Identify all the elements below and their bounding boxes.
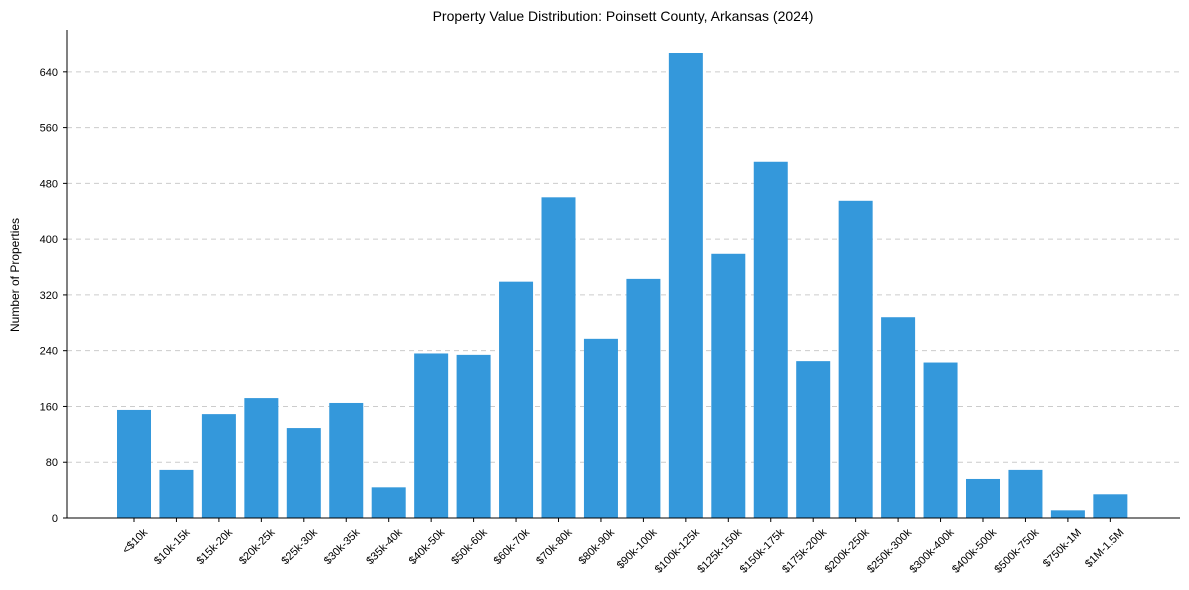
bar (668, 53, 703, 519)
chart-title: Property Value Distribution: Poinsett Co… (433, 8, 814, 24)
bar (541, 197, 576, 519)
bar-layer (117, 53, 1128, 519)
bar (881, 317, 916, 518)
x-tick-label: $250k-300k (865, 526, 914, 575)
bar (117, 409, 151, 518)
bar (1008, 469, 1043, 518)
x-tick-label: $90k-100k (615, 526, 660, 571)
y-tick-label: 640 (40, 67, 58, 79)
bar (244, 398, 279, 518)
x-tick-label: $70k-80k (534, 526, 575, 567)
bar (1093, 494, 1128, 518)
bar (499, 281, 534, 518)
bar (159, 469, 194, 518)
bar (414, 353, 449, 518)
y-tick-label: 320 (40, 290, 58, 302)
x-tick-label: $80k-90k (577, 526, 618, 567)
x-tick-label: $20k-25k (237, 526, 278, 567)
y-tick-label: 560 (40, 123, 58, 135)
bar (286, 428, 321, 518)
bar (796, 361, 831, 518)
bar (456, 354, 491, 518)
x-tick-label: $10k-15k (152, 526, 193, 567)
bar (711, 253, 746, 519)
x-tick-label: $100k-125k (653, 526, 702, 575)
x-tick-label: $60k-70k (492, 526, 533, 567)
y-axis-label: Number of Properties (8, 218, 22, 332)
x-tick-label: $30k-35k (322, 526, 363, 567)
bar (923, 362, 958, 518)
bar (201, 414, 236, 518)
bar (329, 402, 364, 518)
x-tick-layer: <$10k $10k-15k $15k-20k $20k-25k $25k-30k $30… (120, 518, 1126, 576)
bar (838, 200, 873, 519)
x-tick-label: <$10k (120, 526, 150, 556)
x-tick-label: $300k-400k (908, 526, 957, 575)
x-tick-label: $500k-750k (992, 526, 1041, 575)
y-tick-label: 160 (40, 401, 58, 413)
x-tick-label: $40k-50k (407, 526, 448, 567)
bar (371, 487, 406, 518)
x-tick-label: $150k-175k (738, 526, 787, 575)
bar (966, 478, 1000, 518)
y-tick-label: 400 (40, 234, 58, 246)
x-tick-label: $175k-200k (780, 526, 829, 575)
x-tick-label: $125k-150k (695, 526, 744, 575)
axis-layer (66, 30, 1180, 519)
bar (626, 278, 661, 518)
x-tick-label: $35k-40k (364, 526, 405, 567)
x-tick-label: $25k-30k (279, 526, 320, 567)
x-tick-label: $750k-1M (1041, 527, 1084, 570)
x-tick-label: $200k-250k (823, 526, 872, 575)
y-tick-label: 0 (52, 513, 58, 525)
x-tick-label: $1M-1.5M (1083, 527, 1127, 571)
bar (753, 161, 788, 518)
x-tick-label: $50k-60k (449, 526, 490, 567)
y-tick-label: 240 (40, 346, 58, 358)
bar (583, 338, 618, 518)
y-tick-layer: 0 80 160 240 320 400 480 560 640 (40, 67, 67, 525)
x-tick-label: $400k-500k (950, 526, 999, 575)
bar (1050, 510, 1085, 518)
y-tick-label: 80 (46, 457, 58, 469)
x-tick-label: $15k-20k (195, 526, 236, 567)
y-tick-label: 480 (40, 178, 58, 190)
grid-layer (67, 71, 1180, 463)
